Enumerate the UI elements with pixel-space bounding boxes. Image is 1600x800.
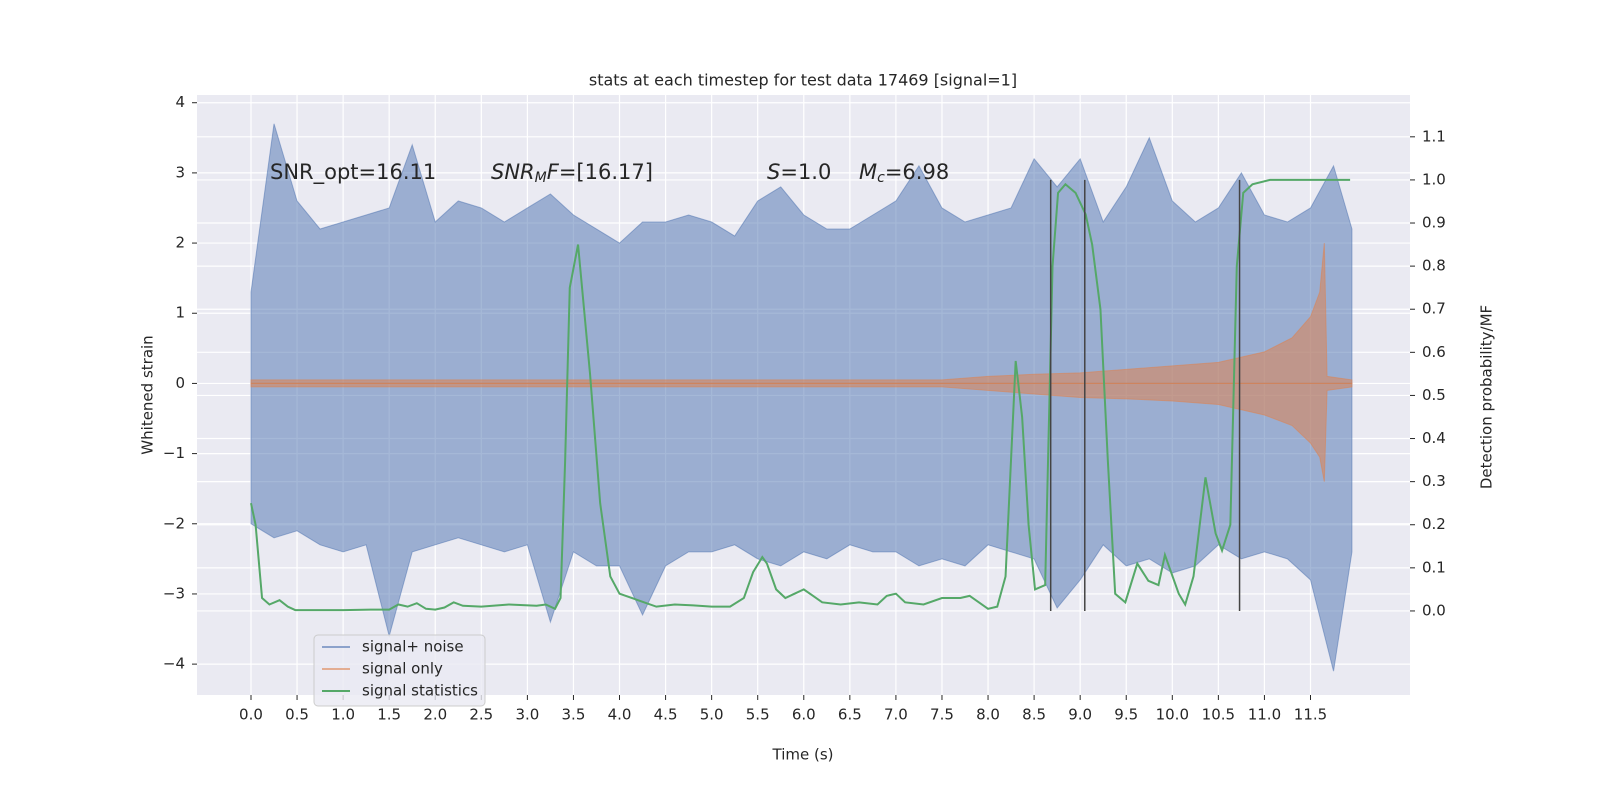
- annotation-part: c: [877, 170, 885, 186]
- y-tick-label: −4: [163, 655, 185, 673]
- annotation-part: =6.98: [885, 160, 949, 184]
- y2-tick-label: 0.3: [1422, 472, 1446, 490]
- x-tick-label: 10.5: [1202, 706, 1235, 724]
- signal-area: [250, 243, 1353, 384]
- x-tick-label: 8.5: [1022, 706, 1046, 724]
- y-tick-label: −1: [163, 444, 185, 462]
- annotation-part: =[16.17]: [559, 160, 653, 184]
- x-tick-label: 7.0: [884, 706, 908, 724]
- x-tick-label: 6.5: [838, 706, 862, 724]
- y2-tick-label: 0.7: [1422, 300, 1446, 318]
- annotation-part: M: [535, 170, 547, 186]
- y-tick-label: 1: [175, 304, 185, 322]
- y2-tick-label: 0.5: [1422, 386, 1446, 404]
- x-tick-label: 1.0: [331, 706, 355, 724]
- annotation-part: SNR: [491, 160, 535, 184]
- signal-area: [250, 382, 1353, 672]
- legend-label: signal statistics: [362, 682, 478, 700]
- x-tick-label: 11.0: [1248, 706, 1281, 724]
- x-axis-label: Time (s): [772, 746, 834, 764]
- x-tick-label: 4.0: [608, 706, 632, 724]
- annotation: Mc=6.98: [859, 160, 949, 186]
- annotation-part: M: [859, 160, 877, 184]
- y-tick-label: 0: [175, 374, 185, 392]
- chart-title: stats at each timestep for test data 174…: [589, 71, 1017, 90]
- y-tick-label: −3: [163, 584, 185, 602]
- x-tick-label: 0.0: [239, 706, 263, 724]
- stat-line: [250, 178, 1351, 612]
- annotation: SNR_opt=16.11: [270, 160, 436, 185]
- y2-tick-label: 0.6: [1422, 343, 1446, 361]
- signal-area: [250, 382, 1353, 482]
- annotation-part: =1.0: [780, 160, 831, 184]
- annotation-part: S: [767, 160, 780, 184]
- y2-tick-label: 0.0: [1422, 601, 1446, 619]
- y-tick-label: −2: [163, 514, 185, 532]
- y-tick-label: 3: [175, 163, 185, 181]
- x-tick-label: 10.0: [1156, 706, 1189, 724]
- y2-tick-label: 0.8: [1422, 257, 1446, 275]
- x-tick-label: 5.0: [700, 706, 724, 724]
- x-tick-label: 5.5: [746, 706, 770, 724]
- legend-label: signal only: [362, 660, 443, 678]
- x-tick-label: 0.5: [285, 706, 309, 724]
- x-tick-label: 1.5: [377, 706, 401, 724]
- y-tick-label: 4: [175, 93, 185, 111]
- x-tick-label: 4.5: [654, 706, 678, 724]
- y2-tick-label: 0.4: [1422, 429, 1446, 447]
- y-axis-label: Whitened strain: [139, 335, 157, 454]
- x-tick-label: 2.5: [469, 706, 493, 724]
- y2-tick-label: 1.1: [1422, 127, 1446, 145]
- x-tick-label: 2.0: [423, 706, 447, 724]
- annotation: S=1.0: [767, 160, 831, 184]
- annotation: SNRMF=[16.17]: [491, 160, 653, 186]
- y2-tick-label: 0.1: [1422, 558, 1446, 576]
- y2-tick-label: 1.0: [1422, 170, 1446, 188]
- y2-axis-label: Detection probability/MF: [1478, 305, 1496, 489]
- legend-box: [313, 634, 486, 707]
- x-tick-label: 7.5: [930, 706, 954, 724]
- legend: signal+ noise signal only signal statistic…: [313, 634, 486, 707]
- x-tick-label: 8.0: [976, 706, 1000, 724]
- y2-tick-label: 0.2: [1422, 515, 1446, 533]
- legend-label: signal+ noise: [362, 638, 464, 656]
- annotation-part: SNR_opt=16.11: [270, 160, 436, 185]
- signal-area: [250, 123, 1353, 384]
- y-tick-label: 2: [175, 234, 185, 252]
- x-tick-label: 11.5: [1294, 706, 1327, 724]
- y2-tick-label: 0.9: [1422, 214, 1446, 232]
- x-tick-label: 3.5: [562, 706, 586, 724]
- annotation-part: F: [547, 160, 560, 184]
- x-tick-label: 9.0: [1068, 706, 1092, 724]
- x-tick-label: 3.0: [515, 706, 539, 724]
- x-tick-label: 6.0: [792, 706, 816, 724]
- x-tick-label: 9.5: [1114, 706, 1138, 724]
